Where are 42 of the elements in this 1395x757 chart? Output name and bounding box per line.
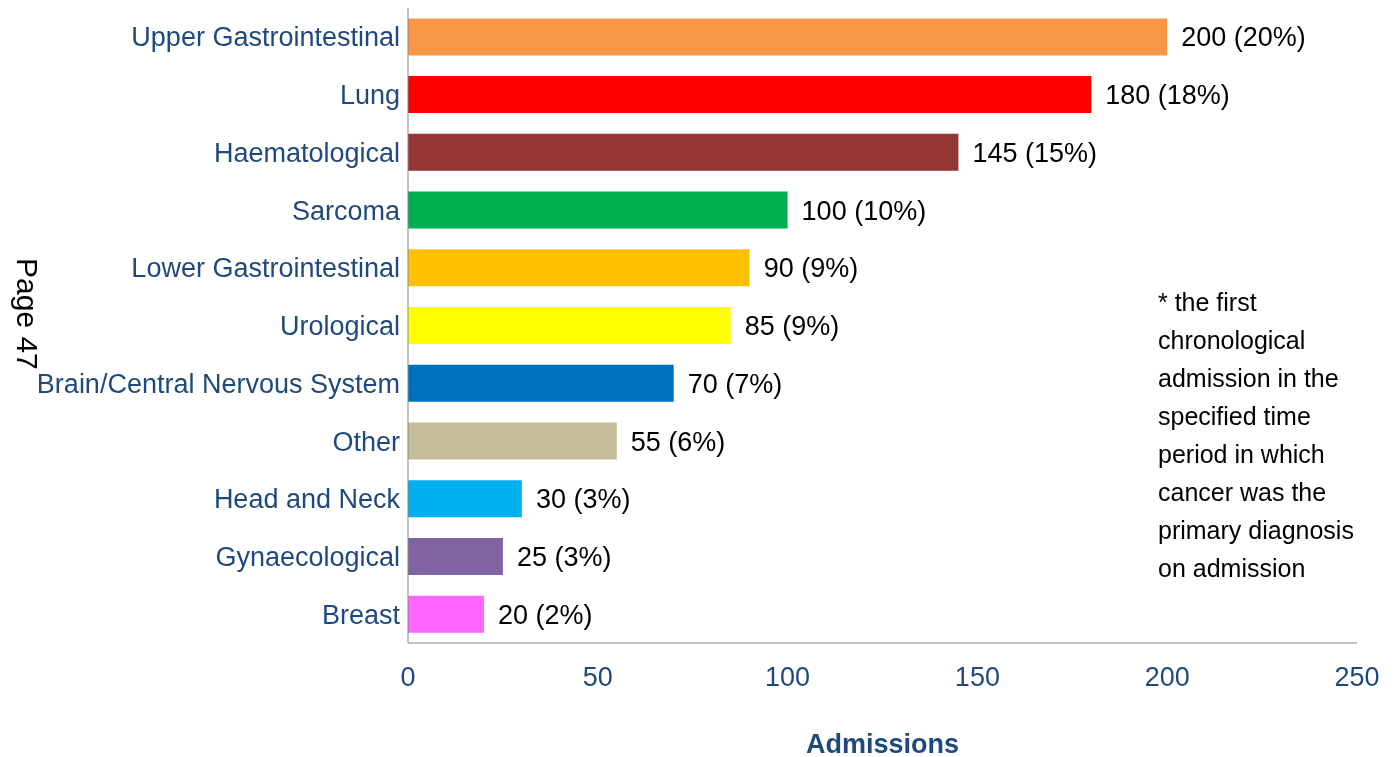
data-label: 200 (20%) (1181, 22, 1306, 53)
bar (408, 422, 617, 460)
y-tick-label: Lower Gastrointestinal (131, 253, 400, 284)
y-tick-label: Breast (321, 599, 401, 630)
data-label: 20 (2%) (497, 599, 593, 630)
bar (408, 480, 522, 518)
x-tick-label: 250 (1334, 662, 1380, 693)
data-label: 180 (18%) (1105, 80, 1230, 111)
bar (408, 249, 750, 287)
y-tick-label: Head and Neck (213, 484, 401, 515)
bar (408, 133, 959, 171)
y-tick-label: Brain/Central Nervous System (36, 368, 400, 399)
data-label: 30 (3%) (535, 484, 631, 515)
bar (408, 537, 503, 575)
bar (408, 76, 1092, 114)
bar (408, 191, 788, 229)
bar (408, 18, 1168, 56)
data-label: 25 (3%) (516, 542, 612, 573)
y-tick-label: Urological (279, 311, 400, 342)
y-tick-label: Upper Gastrointestinal (131, 22, 400, 53)
data-label: 90 (9%) (763, 253, 859, 284)
bar (408, 595, 484, 633)
x-axis-title: Admissions (805, 729, 960, 757)
y-tick-label: Gynaecological (215, 541, 400, 572)
x-tick-label: 150 (954, 662, 1000, 693)
text: Page 47 (10, 258, 44, 370)
x-tick-label: 100 (765, 662, 811, 693)
x-tick-label: 0 (400, 662, 416, 693)
y-tick-label: Sarcoma (291, 195, 401, 226)
y-tick-label: Lung (339, 80, 400, 111)
y-tick-label: Haematological (213, 137, 400, 168)
x-tick-label: 200 (1144, 662, 1190, 693)
data-label: 145 (15%) (972, 137, 1097, 168)
data-label: 70 (7%) (687, 368, 783, 399)
data-label: 85 (9%) (744, 311, 840, 342)
y-tick-label: Other (332, 426, 400, 457)
x-tick-label: 50 (582, 662, 613, 693)
bar (408, 364, 674, 402)
data-label: 100 (10%) (801, 195, 927, 226)
annotation: * the first chronological admission in the specified time period in which cancer was the primary diagnosis on admission (1158, 287, 1355, 584)
data-label: 55 (6%) (630, 426, 726, 457)
bar (408, 307, 731, 345)
